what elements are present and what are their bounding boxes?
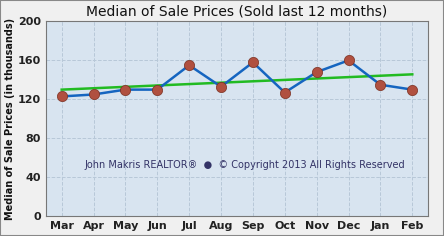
Point <box>122 88 129 92</box>
Title: Median of Sale Prices (Sold last 12 months): Median of Sale Prices (Sold last 12 mont… <box>86 5 388 19</box>
Point <box>90 93 97 96</box>
Point <box>409 88 416 92</box>
Point <box>377 83 384 87</box>
Point <box>218 85 225 88</box>
Point <box>250 60 257 64</box>
Point <box>345 59 352 62</box>
Point <box>313 70 320 74</box>
Text: John Makris REALTOR®  ●  © Copyright 2013 All Rights Reserved: John Makris REALTOR® ● © Copyright 2013 … <box>84 160 404 169</box>
Point <box>281 91 288 94</box>
Point <box>154 88 161 92</box>
Point <box>186 63 193 67</box>
Point <box>58 95 65 98</box>
Y-axis label: Median of Sale Prices (in thousands): Median of Sale Prices (in thousands) <box>5 18 15 220</box>
